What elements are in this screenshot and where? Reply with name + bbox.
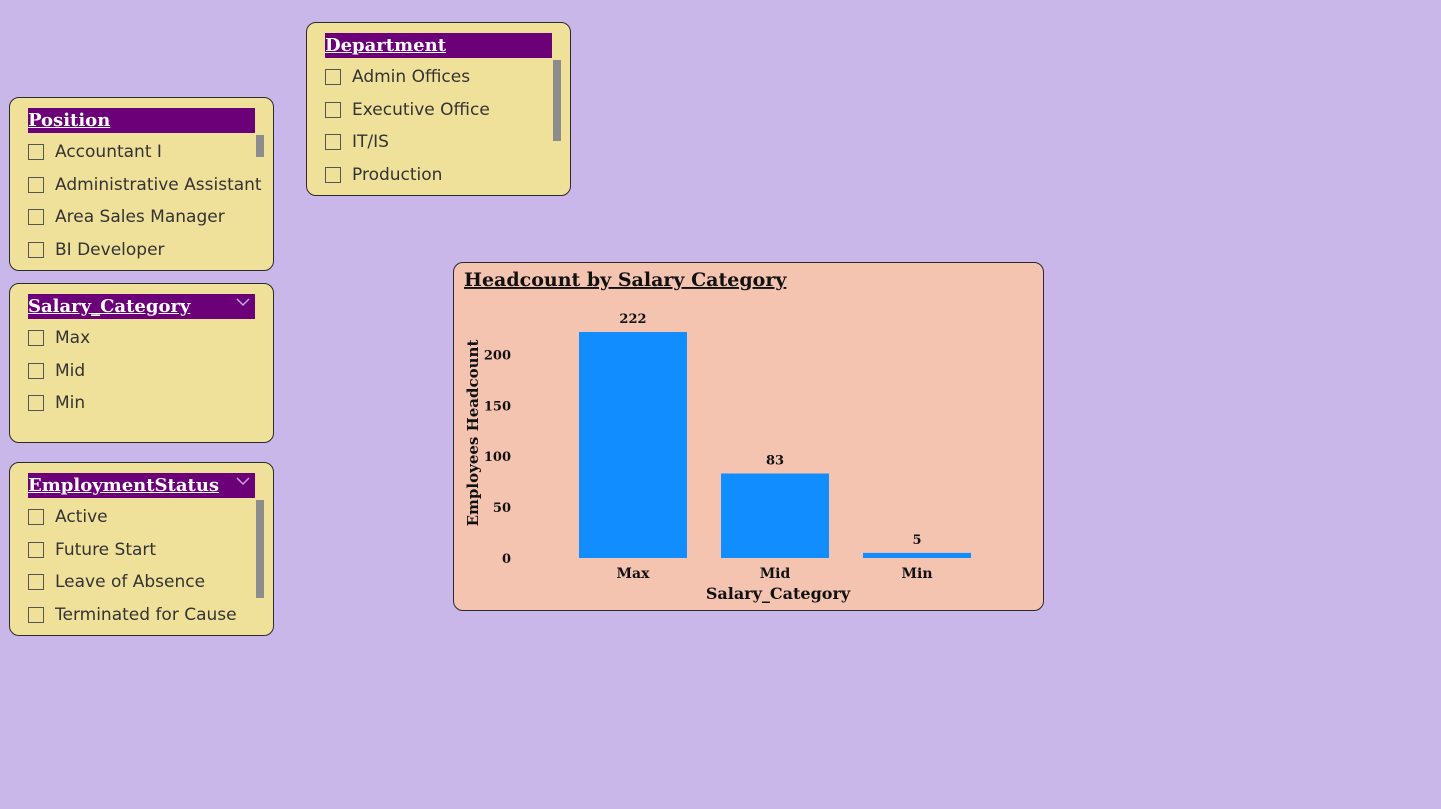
position-item[interactable]: Administrative Assistant xyxy=(28,169,262,202)
position-item-label: Area Sales Manager xyxy=(55,207,225,228)
checkbox[interactable] xyxy=(28,209,44,226)
checkbox[interactable] xyxy=(28,241,44,258)
x-tick-label: Max xyxy=(617,566,651,582)
salary-category-title-text: Salary_Category xyxy=(28,296,191,317)
headcount-chart-card: Headcount by Salary Category Employees H… xyxy=(453,262,1044,611)
position-item[interactable]: Area Sales Manager xyxy=(28,201,262,234)
checkbox[interactable] xyxy=(28,541,44,558)
department-item[interactable]: Production xyxy=(325,159,490,192)
data-label: 83 xyxy=(766,454,784,469)
checkbox[interactable] xyxy=(325,101,341,118)
department-scrollbar[interactable] xyxy=(553,60,561,141)
y-tick-label: 0 xyxy=(502,552,511,567)
employment-status-slicer-list: Active Future Start Leave of Absence Ter… xyxy=(28,501,237,631)
position-item-label: Administrative Assistant xyxy=(55,174,262,195)
position-item[interactable]: BI Developer xyxy=(28,234,262,267)
salary-category-item[interactable]: Min xyxy=(28,387,90,420)
employment-status-item-label: Future Start xyxy=(55,539,157,560)
department-item-label: IT/IS xyxy=(352,132,389,153)
employment-status-item[interactable]: Active xyxy=(28,501,237,534)
checkbox[interactable] xyxy=(28,330,44,347)
bar-max[interactable] xyxy=(579,332,687,558)
department-item[interactable]: IT/IS xyxy=(325,126,490,159)
checkbox[interactable] xyxy=(28,509,44,526)
salary-category-slicer-title: Salary_Category xyxy=(28,294,255,319)
employment-status-item[interactable]: Future Start xyxy=(28,534,237,567)
bar-mid[interactable] xyxy=(721,473,829,558)
position-item[interactable]: Accountant I xyxy=(28,136,262,169)
salary-category-item-label: Mid xyxy=(55,360,86,381)
position-slicer-list: Accountant I Administrative Assistant Ar… xyxy=(28,136,262,266)
salary-category-item-label: Min xyxy=(55,393,86,414)
department-item-label: Admin Offices xyxy=(352,67,471,88)
department-item-label: Production xyxy=(352,164,443,185)
department-item[interactable]: Executive Office xyxy=(325,94,490,127)
y-tick-label: 200 xyxy=(484,348,511,363)
position-slicer: Position Accountant I Administrative Ass… xyxy=(9,97,274,271)
employment-status-item[interactable]: Terminated for Cause xyxy=(28,599,237,632)
salary-category-slicer-list: Max Mid Min xyxy=(28,322,90,420)
employment-status-slicer: EmploymentStatus Active Future Start Lea… xyxy=(9,462,274,636)
x-axis-label: Salary_Category xyxy=(706,584,851,603)
salary-category-slicer: Salary_Category Max Mid Min xyxy=(9,283,274,443)
chevron-down-icon[interactable] xyxy=(235,294,251,310)
checkbox[interactable] xyxy=(28,395,44,412)
employment-status-item[interactable]: Leave of Absence xyxy=(28,566,237,599)
y-axis-label: Employees Headcount xyxy=(464,340,482,527)
chart-title: Headcount by Salary Category xyxy=(464,269,787,291)
department-slicer: Department Admin Offices Executive Offic… xyxy=(306,22,571,196)
department-item[interactable]: Admin Offices xyxy=(325,61,490,94)
x-tick-label: Min xyxy=(902,566,933,582)
employment-status-item-label: Leave of Absence xyxy=(55,572,206,593)
employment-status-item-label: Active xyxy=(55,507,108,528)
salary-category-item[interactable]: Max xyxy=(28,322,90,355)
checkbox[interactable] xyxy=(28,574,44,591)
employment-status-scrollbar[interactable] xyxy=(256,500,264,598)
salary-category-item-label: Max xyxy=(55,328,91,349)
headcount-bar-chart: Headcount by Salary Category Employees H… xyxy=(464,269,971,603)
checkbox[interactable] xyxy=(28,606,44,623)
checkbox[interactable] xyxy=(28,144,44,161)
bar-min[interactable] xyxy=(863,552,971,558)
checkbox[interactable] xyxy=(28,176,44,193)
employment-status-title-text: EmploymentStatus xyxy=(28,475,220,496)
department-slicer-list: Admin Offices Executive Office IT/IS Pro… xyxy=(325,61,490,191)
y-tick-label: 150 xyxy=(484,399,511,414)
chevron-down-icon[interactable] xyxy=(235,473,251,489)
salary-category-item[interactable]: Mid xyxy=(28,355,90,388)
data-label: 5 xyxy=(912,533,921,548)
position-slicer-title: Position xyxy=(28,108,255,133)
y-tick-label: 50 xyxy=(493,501,511,516)
position-item-label: BI Developer xyxy=(55,239,165,260)
data-label: 222 xyxy=(619,312,646,327)
checkbox[interactable] xyxy=(28,362,44,379)
position-scrollbar[interactable] xyxy=(256,135,264,157)
checkbox[interactable] xyxy=(325,134,341,151)
department-slicer-title: Department xyxy=(325,33,552,58)
checkbox[interactable] xyxy=(325,166,341,183)
department-item-label: Executive Office xyxy=(352,99,490,120)
employment-status-item-label: Terminated for Cause xyxy=(55,604,237,625)
employment-status-slicer-title: EmploymentStatus xyxy=(28,473,255,498)
y-tick-label: 100 xyxy=(484,450,511,465)
x-tick-label: Mid xyxy=(760,566,791,582)
checkbox[interactable] xyxy=(325,69,341,86)
position-item-label: Accountant I xyxy=(55,142,162,163)
